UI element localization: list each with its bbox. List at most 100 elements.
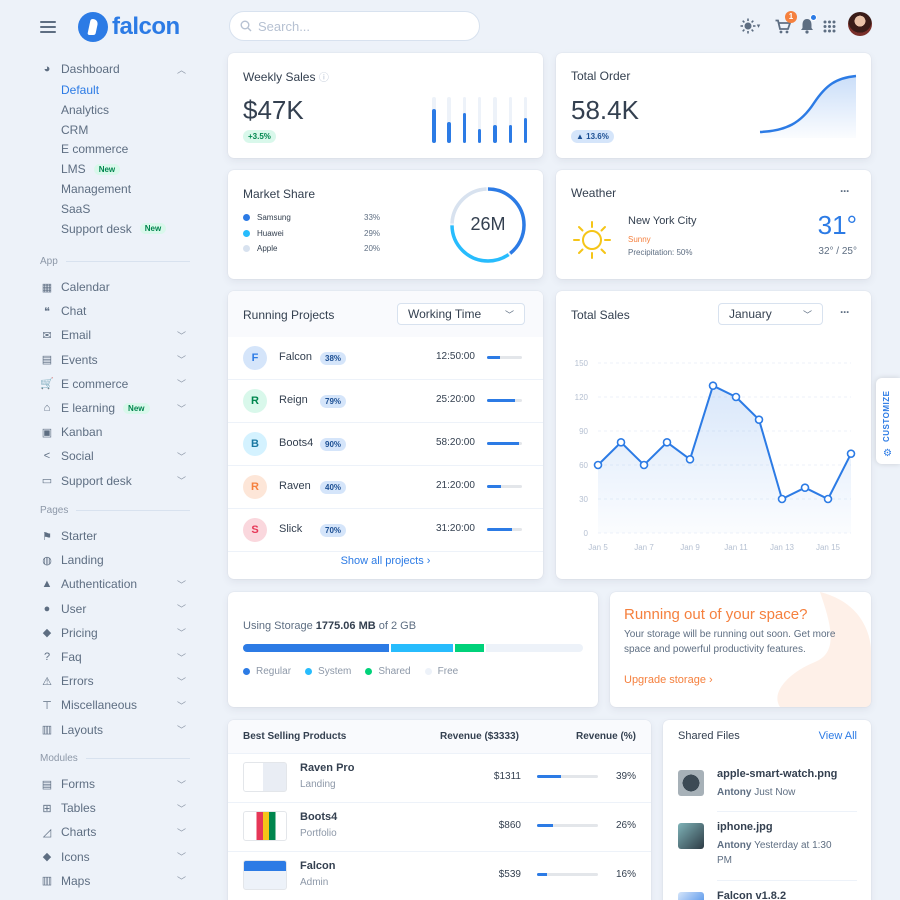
sidebar-item-starter[interactable]: ⚑ Starter — [40, 527, 190, 545]
sidebar-subitem-management[interactable]: Management — [61, 182, 132, 196]
sidebar-item-email[interactable]: ✉ Email ﹀ — [40, 326, 190, 344]
product-name[interactable]: Boots4 — [300, 811, 338, 823]
sidebar-item-label: Dashboard — [61, 62, 120, 76]
sidebar-item-kanban[interactable]: ▣ Kanban — [40, 423, 190, 441]
customize-tab[interactable]: CUSTOMIZE ⚙ — [876, 378, 900, 464]
sidebar-item-layouts[interactable]: ▥ Layouts ﹀ — [40, 721, 190, 739]
flag-icon: ⚑ — [42, 530, 52, 543]
cart-button[interactable]: 1 — [772, 11, 797, 37]
product-revenue-fill — [537, 873, 547, 876]
weekly-sales-title-text: Weekly Sales — [243, 70, 316, 84]
more-options-icon[interactable]: ··· — [840, 305, 850, 319]
sidebar-section-app: App — [40, 256, 190, 267]
sidebar-item-faq[interactable]: ? Faq ﹀ — [40, 648, 190, 666]
weekly-sales-bar — [477, 129, 482, 143]
project-progress-fill — [487, 399, 515, 402]
sidebar-item-pricing[interactable]: ◆ Pricing ﹀ — [40, 624, 190, 642]
user-avatar[interactable] — [848, 12, 872, 36]
sidebar-subitem-lms[interactable]: LMS New — [61, 161, 121, 177]
project-row[interactable]: R Raven 40% 21:20:00 — [228, 466, 543, 509]
sidebar-item-authentication[interactable]: ▲ Authentication ﹀ — [40, 575, 190, 593]
sidebar-item-e-learning[interactable]: ⌂ E learning New ﹀ — [40, 399, 190, 417]
project-row[interactable]: S Slick 70% 31:20:00 — [228, 509, 543, 552]
sidebar-item-errors[interactable]: ⚠ Errors ﹀ — [40, 672, 190, 690]
menu-toggle-icon[interactable] — [40, 21, 56, 33]
sidebar-item-calendar[interactable]: ▦ Calendar — [40, 278, 190, 296]
weekly-sales-bar — [493, 124, 497, 143]
market-share-legend-item: Samsung 33% — [243, 213, 383, 222]
data-point[interactable] — [823, 494, 833, 504]
legend-label: Regular — [256, 666, 292, 677]
shared-file-row[interactable]: apple-smart-watch.png Antony Just Now — [678, 768, 858, 816]
apps-button[interactable] — [818, 15, 840, 37]
chevron-up-icon: ︿ — [176, 64, 186, 75]
sidebar-item-events[interactable]: ▤ Events ﹀ — [40, 351, 190, 369]
brand-logo[interactable]: falcon — [78, 12, 180, 42]
sidebar-item-e-commerce[interactable]: 🛒 E commerce ﹀ — [40, 375, 190, 393]
file-name[interactable]: iphone.jpg — [717, 821, 773, 833]
shared-file-row[interactable]: Falcon v1.8.2 — [678, 880, 858, 900]
product-row[interactable]: Boots4 Portfolio $860 26% — [228, 802, 651, 850]
search-input[interactable] — [258, 18, 458, 34]
month-select[interactable]: January ﹀ — [718, 303, 823, 325]
sidebar-item-dashboard[interactable]: ◕ Dashboard ︿ — [40, 60, 190, 78]
data-point[interactable] — [662, 438, 672, 447]
sidebar-item-tables[interactable]: ⊞ Tables ﹀ — [40, 799, 190, 817]
project-row[interactable]: B Boots4 90% 58:20:00 — [228, 423, 543, 466]
project-row[interactable]: F Falcon 38% 12:50:00 — [228, 337, 543, 380]
sidebar-item-support-desk[interactable]: ▭ Support desk ﹀ — [40, 472, 190, 490]
sidebar-item-miscellaneous[interactable]: ⊤ Miscellaneous ﹀ — [40, 696, 190, 714]
y-tick-label: 150 — [575, 359, 589, 368]
sidebar-subitem-e-commerce[interactable]: E commerce — [61, 142, 129, 157]
sidebar-item-user[interactable]: ● User ﹀ — [40, 600, 190, 618]
show-all-projects-link[interactable]: Show all projects › — [340, 555, 431, 567]
more-options-icon[interactable]: ··· — [840, 184, 850, 198]
sidebar-subitem-default[interactable]: Default — [61, 83, 100, 97]
data-point[interactable] — [639, 460, 649, 470]
data-point[interactable] — [616, 438, 626, 447]
project-progress-badge: 90% — [320, 438, 347, 451]
shared-file-row[interactable]: iphone.jpg Antony Yesterday at 1:30 PM — [678, 811, 858, 869]
product-row[interactable]: Falcon Admin $539 16% — [228, 851, 651, 899]
info-icon[interactable]: ⓘ — [318, 73, 329, 84]
product-category: Portfolio — [300, 828, 337, 839]
cart-count-badge: 1 — [785, 11, 797, 23]
search-box[interactable] — [229, 11, 480, 41]
notifications-button[interactable] — [796, 14, 818, 37]
sidebar-subitem-analytics[interactable]: Analytics — [61, 102, 110, 117]
product-name[interactable]: Raven Pro — [300, 762, 355, 774]
theme-toggle-button[interactable]: ▾ — [739, 15, 761, 37]
total-order-value: 58.4K — [571, 95, 639, 125]
sidebar-item-maps[interactable]: ▥ Maps ﹀ — [40, 872, 190, 890]
sidebar-subitem-saas[interactable]: SaaS — [61, 201, 91, 216]
view-all-link[interactable]: View All — [818, 730, 857, 742]
sidebar-item-charts[interactable]: ◿ Charts ﹀ — [40, 823, 190, 841]
sidebar-item-social[interactable]: < Social ﹀ — [40, 447, 190, 465]
legend-pct: 29% — [364, 228, 381, 238]
sidebar-item-landing[interactable]: ◍ Landing — [40, 551, 190, 569]
promo-text: Your storage will be running out soon. G… — [624, 629, 836, 655]
x-tick-label: Jan 9 — [680, 543, 700, 552]
sidebar-subitem-crm[interactable]: CRM — [61, 122, 89, 137]
sidebar-item-chat[interactable]: ❝ Chat — [40, 302, 190, 320]
data-point[interactable] — [731, 392, 741, 402]
product-row[interactable]: Raven Pro Landing $1311 39% — [228, 753, 651, 801]
working-time-select[interactable]: Working Time ﹀ — [397, 303, 525, 325]
product-name[interactable]: Falcon — [300, 860, 336, 872]
sidebar-item-icons[interactable]: ◆ Icons ﹀ — [40, 848, 190, 866]
data-point[interactable] — [800, 483, 810, 492]
sidebar-subitem-support-desk[interactable]: Support desk New — [61, 221, 167, 237]
file-name[interactable]: apple-smart-watch.png — [717, 768, 838, 780]
data-point[interactable] — [708, 381, 718, 390]
sidebar-item-forms[interactable]: ▤ Forms ﹀ — [40, 775, 190, 793]
data-point[interactable] — [846, 449, 856, 458]
data-point[interactable] — [685, 455, 695, 464]
data-point[interactable] — [593, 460, 603, 470]
project-row[interactable]: R Reign 79% 25:20:00 — [228, 380, 543, 423]
data-point[interactable] — [754, 415, 764, 424]
file-name[interactable]: Falcon v1.8.2 — [717, 890, 787, 900]
data-point[interactable] — [777, 494, 787, 504]
project-avatar: R — [243, 475, 267, 499]
project-name: Boots4 — [279, 437, 314, 449]
upgrade-storage-link[interactable]: Upgrade storage › — [624, 674, 713, 686]
